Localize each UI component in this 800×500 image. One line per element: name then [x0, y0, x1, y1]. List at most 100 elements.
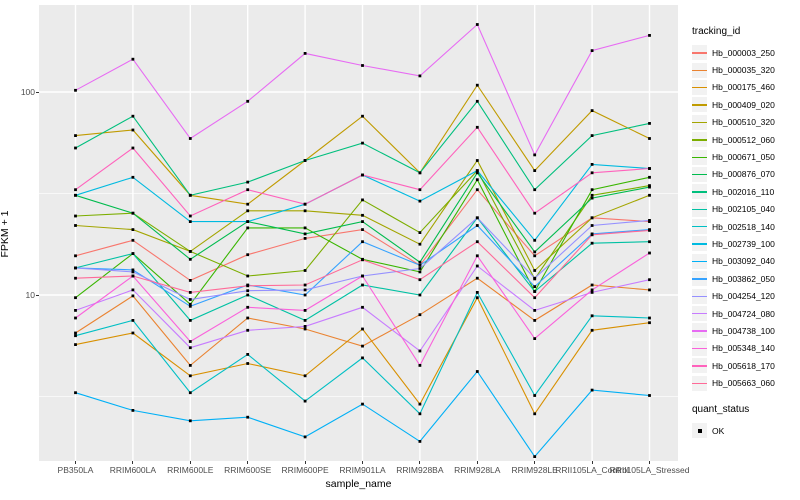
legend-entry-Hb_005663_060: Hb_005663_060 — [692, 374, 800, 391]
data-point — [418, 242, 422, 246]
data-point — [188, 304, 192, 308]
data-point — [246, 188, 250, 192]
data-point — [131, 114, 135, 118]
data-point — [246, 289, 250, 293]
data-point — [74, 188, 77, 192]
data-point — [303, 435, 307, 439]
data-point — [590, 171, 594, 175]
legend-key-swatch — [692, 323, 707, 339]
legend-entry-label: OK — [712, 425, 725, 436]
legend-line-icon — [692, 156, 707, 158]
data-point — [188, 319, 192, 322]
data-point — [303, 374, 307, 378]
legend-key-swatch — [692, 149, 707, 165]
legend-key-swatch — [692, 340, 707, 356]
data-point — [648, 219, 651, 222]
data-point — [131, 294, 135, 298]
x-tick-mark — [362, 461, 363, 464]
data-point — [131, 128, 135, 132]
data-point — [361, 114, 364, 118]
data-point — [418, 278, 422, 282]
data-point — [188, 220, 192, 223]
data-point — [648, 193, 651, 197]
data-point — [533, 254, 537, 258]
data-point — [418, 263, 422, 267]
legend-line-icon — [692, 104, 707, 106]
x-tick-label: RRII105LA_Control — [555, 465, 629, 475]
data-point — [246, 328, 250, 332]
data-point — [246, 202, 250, 206]
legend-key-swatch — [692, 306, 707, 322]
data-point — [188, 193, 192, 197]
legend-line-icon — [692, 278, 707, 280]
data-point — [475, 276, 479, 280]
data-point — [246, 293, 250, 297]
legend-key-swatch — [692, 97, 707, 113]
data-point — [74, 276, 77, 280]
legend-entry-Hb_003862_050: Hb_003862_050 — [692, 270, 800, 287]
data-point — [361, 64, 364, 67]
data-point — [74, 224, 77, 227]
data-point — [303, 209, 307, 213]
data-point — [131, 211, 135, 215]
data-point — [475, 188, 479, 192]
data-point — [475, 291, 479, 294]
quant-status-legend-entries: OK — [692, 422, 800, 439]
x-tick-label: RRIM928LE — [511, 465, 558, 475]
data-point — [188, 340, 192, 343]
data-point — [590, 291, 594, 294]
legend-entry-label: Hb_002739_100 — [712, 238, 775, 249]
data-point — [303, 309, 307, 312]
legend-key-swatch — [692, 62, 707, 78]
data-point — [303, 293, 307, 297]
data-point — [74, 343, 77, 346]
data-point — [475, 264, 479, 268]
data-point — [475, 254, 479, 258]
data-point — [303, 283, 307, 287]
data-point — [590, 216, 594, 220]
data-point — [418, 270, 422, 274]
data-point — [303, 288, 307, 292]
legend-entry-Hb_005348_140: Hb_005348_140 — [692, 340, 800, 357]
data-point — [648, 251, 651, 255]
data-point — [361, 173, 364, 177]
legend-key-swatch — [692, 288, 707, 304]
data-point — [131, 268, 135, 272]
data-point — [590, 49, 594, 52]
legend-entry-Hb_002739_100: Hb_002739_100 — [692, 235, 800, 252]
data-point — [648, 229, 651, 232]
data-point — [246, 209, 250, 213]
legend-key-swatch — [692, 375, 707, 391]
data-point — [361, 228, 364, 231]
data-point — [131, 274, 135, 278]
data-point — [475, 171, 479, 175]
data-point — [648, 321, 651, 325]
legend-line-icon — [692, 295, 707, 298]
legend-entry-label: Hb_004738_100 — [712, 325, 775, 336]
data-point — [74, 193, 77, 197]
legend-key-swatch — [692, 166, 707, 182]
legend-entry-label: Hb_003092_040 — [712, 256, 775, 267]
legend-entry-label: Hb_004254_120 — [712, 291, 775, 302]
legend: tracking_id Hb_000003_250 Hb_000035_320 Hb… — [692, 26, 800, 439]
data-point — [303, 232, 307, 236]
data-point — [648, 175, 651, 179]
data-point — [188, 391, 192, 395]
data-point — [131, 228, 135, 231]
data-point — [361, 344, 364, 348]
data-point — [533, 285, 537, 288]
data-point — [131, 270, 135, 274]
data-point — [361, 198, 364, 202]
data-point — [74, 254, 77, 258]
data-point — [418, 293, 422, 297]
data-point — [418, 440, 422, 443]
data-point — [418, 171, 422, 175]
data-point — [475, 83, 479, 87]
legend-entry-label: Hb_000512_060 — [712, 134, 775, 145]
data-point — [74, 296, 77, 300]
legend-entry-label: Hb_000003_250 — [712, 47, 775, 58]
data-point — [648, 288, 651, 292]
data-point — [533, 296, 537, 300]
legend-key-swatch — [692, 358, 707, 374]
data-point — [188, 346, 192, 350]
